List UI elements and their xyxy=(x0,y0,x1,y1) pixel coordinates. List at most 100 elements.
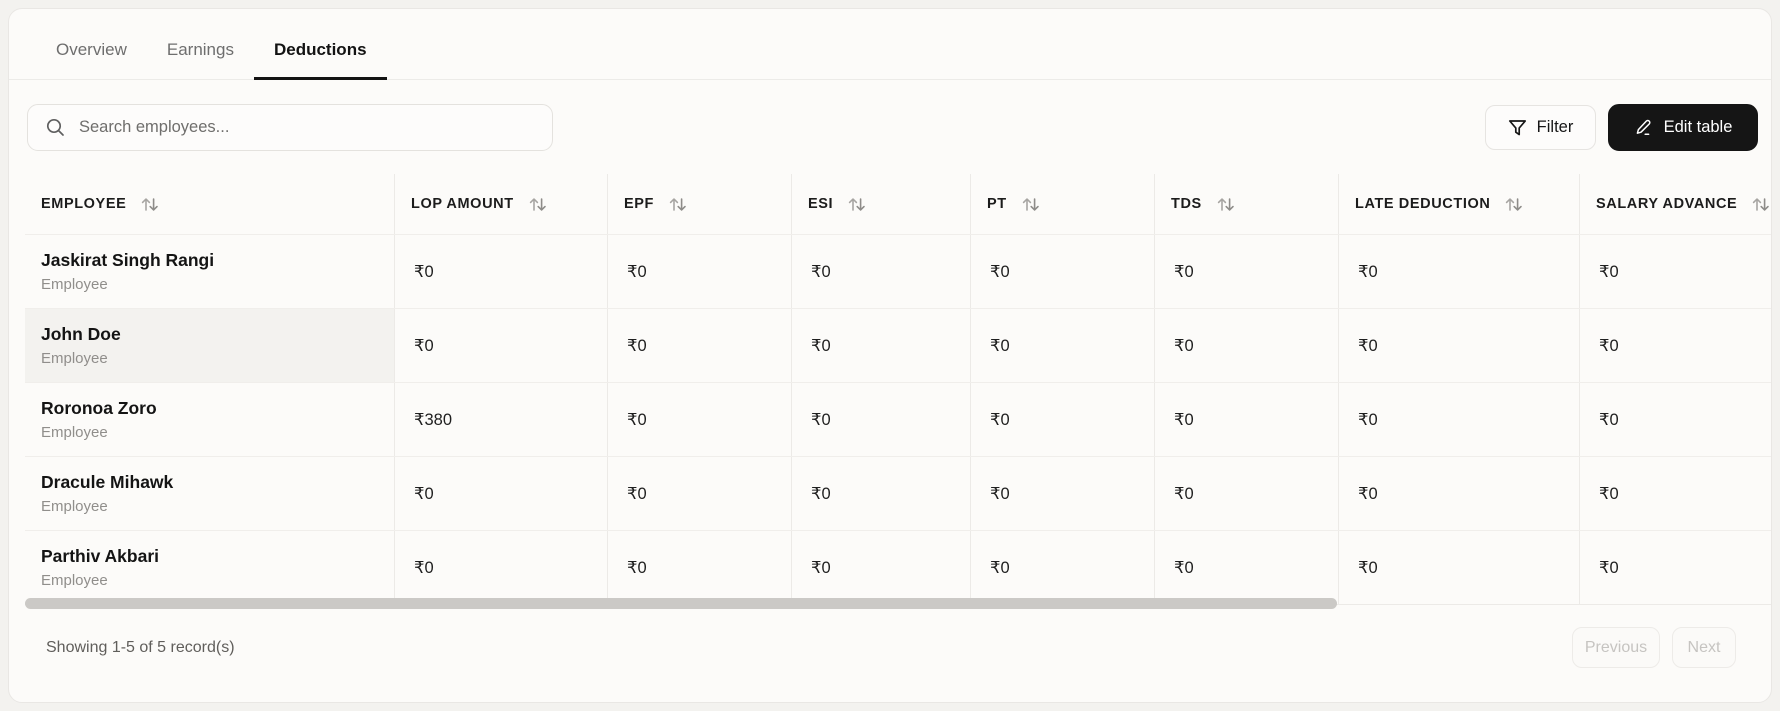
column-label: LOP AMOUNT xyxy=(411,196,514,212)
cell-late-deduction: ₹0 xyxy=(1339,383,1580,456)
cell-employee: John Doe Employee xyxy=(25,309,395,382)
table-row[interactable]: Roronoa Zoro Employee ₹380 ₹0 ₹0 ₹0 ₹0 ₹0 ₹0 xyxy=(25,382,1771,456)
search-icon xyxy=(45,117,66,138)
column-header-employee: EMPLOYEE xyxy=(25,174,395,234)
filter-icon xyxy=(1508,119,1527,137)
column-label: ESI xyxy=(808,196,834,212)
cell-salary-advance: ₹0 xyxy=(1599,336,1619,355)
cell-employee: Jaskirat Singh Rangi Employee xyxy=(25,235,395,308)
toolbar: Filter Edit table xyxy=(9,104,1771,151)
column-label: LATE DEDUCTION xyxy=(1355,196,1491,212)
cell-epf: ₹0 xyxy=(608,383,792,456)
cell-salary-advance: ₹0 xyxy=(1599,262,1619,281)
employee-role: Employee xyxy=(41,571,108,589)
column-header-tds: TDS xyxy=(1155,174,1339,234)
employee-role: Employee xyxy=(41,275,108,293)
column-label: SALARY ADVANCE xyxy=(1596,196,1738,212)
cell-employee: Roronoa Zoro Employee xyxy=(25,383,395,456)
cell-lop-amount: ₹0 xyxy=(395,531,608,604)
cell-lop-amount: ₹0 xyxy=(395,235,608,308)
sort-icon[interactable] xyxy=(1020,196,1041,213)
table-row[interactable]: Parthiv Akbari Employee ₹0 ₹0 ₹0 ₹0 ₹0 ₹0 ₹0 xyxy=(25,530,1771,604)
employee-role: Employee xyxy=(41,349,108,367)
sort-icon[interactable] xyxy=(1215,196,1236,213)
cell-tds: ₹0 xyxy=(1155,531,1339,604)
column-header-epf: EPF xyxy=(608,174,792,234)
edit-table-button[interactable]: Edit table xyxy=(1608,104,1758,151)
column-header-esi: ESI xyxy=(792,174,971,234)
cell-esi: ₹0 xyxy=(792,235,971,308)
table-header-row: EMPLOYEE LOP AMOUNT EPF ESI PT TDS LATE DEDUCT… xyxy=(25,174,1771,234)
employee-name: Roronoa Zoro xyxy=(41,397,157,418)
column-header-pt: PT xyxy=(971,174,1155,234)
table-body: Jaskirat Singh Rangi Employee ₹0 ₹0 ₹0 ₹0 ₹0 ₹0… xyxy=(25,234,1771,604)
cell-late-deduction: ₹0 xyxy=(1339,457,1580,530)
table-row[interactable]: Jaskirat Singh Rangi Employee ₹0 ₹0 ₹0 ₹0 ₹0 ₹0… xyxy=(25,234,1771,308)
cell-epf: ₹0 xyxy=(608,457,792,530)
filter-button[interactable]: Filter xyxy=(1485,105,1596,150)
cell-late-deduction: ₹0 xyxy=(1339,235,1580,308)
search-input[interactable] xyxy=(79,118,519,137)
employee-name: Parthiv Akbari xyxy=(41,545,160,566)
table-row[interactable]: Dracule Mihawk Employee ₹0 ₹0 ₹0 ₹0 ₹0 ₹0 ₹0 xyxy=(25,456,1771,530)
records-summary: Showing 1-5 of 5 record(s) xyxy=(46,638,235,656)
column-label: PT xyxy=(987,196,1007,212)
tab-deductions[interactable]: Deductions xyxy=(253,40,387,80)
sort-icon[interactable] xyxy=(846,196,867,213)
cell-pt: ₹0 xyxy=(971,531,1155,604)
horizontal-scrollbar-thumb[interactable] xyxy=(25,598,1337,609)
pagination: Previous Next xyxy=(1572,627,1736,668)
cell-pt: ₹0 xyxy=(971,457,1155,530)
search-box[interactable] xyxy=(27,104,553,151)
tab-earnings[interactable]: Earnings xyxy=(166,40,234,59)
cell-pt: ₹0 xyxy=(971,309,1155,382)
deductions-table: EMPLOYEE LOP AMOUNT EPF ESI PT TDS LATE DEDUCT… xyxy=(25,174,1771,605)
cell-tds: ₹0 xyxy=(1155,309,1339,382)
next-button[interactable]: Next xyxy=(1672,627,1736,668)
cell-epf: ₹0 xyxy=(608,531,792,604)
sort-icon[interactable] xyxy=(139,196,160,213)
sort-icon[interactable] xyxy=(527,196,548,213)
column-label: EMPLOYEE xyxy=(41,196,127,212)
horizontal-scrollbar xyxy=(25,598,1771,609)
sort-icon[interactable] xyxy=(1503,196,1524,213)
sort-icon[interactable] xyxy=(1750,196,1771,213)
filter-label: Filter xyxy=(1536,118,1574,136)
cell-esi: ₹0 xyxy=(792,309,971,382)
cell-tds: ₹0 xyxy=(1155,235,1339,308)
previous-button[interactable]: Previous xyxy=(1572,627,1660,668)
cell-salary-advance: ₹0 xyxy=(1599,484,1619,503)
cell-employee: Dracule Mihawk Employee xyxy=(25,457,395,530)
tab-overview[interactable]: Overview xyxy=(56,40,127,59)
sort-icon[interactable] xyxy=(667,196,688,213)
employee-name: John Doe xyxy=(41,323,121,344)
tab-bar: Overview Earnings Deductions xyxy=(9,9,1771,80)
employee-name: Dracule Mihawk xyxy=(41,471,174,492)
cell-pt: ₹0 xyxy=(971,383,1155,456)
cell-esi: ₹0 xyxy=(792,383,971,456)
employee-role: Employee xyxy=(41,423,108,441)
cell-late-deduction: ₹0 xyxy=(1339,531,1580,604)
column-header-lop-amount: LOP AMOUNT xyxy=(395,174,608,234)
cell-tds: ₹0 xyxy=(1155,383,1339,456)
column-header-salary-advance: SALARY ADVANCE xyxy=(1580,174,1771,234)
cell-epf: ₹0 xyxy=(608,235,792,308)
employee-role: Employee xyxy=(41,497,108,515)
cell-lop-amount: ₹0 xyxy=(395,309,608,382)
cell-salary-advance: ₹0 xyxy=(1599,558,1619,577)
cell-tds: ₹0 xyxy=(1155,457,1339,530)
cell-lop-amount: ₹380 xyxy=(395,383,608,456)
cell-pt: ₹0 xyxy=(971,235,1155,308)
cell-esi: ₹0 xyxy=(792,531,971,604)
employee-name: Jaskirat Singh Rangi xyxy=(41,249,215,270)
cell-late-deduction: ₹0 xyxy=(1339,309,1580,382)
pencil-icon xyxy=(1634,118,1653,137)
cell-epf: ₹0 xyxy=(608,309,792,382)
column-label: TDS xyxy=(1171,196,1202,212)
cell-salary-advance: ₹0 xyxy=(1599,410,1619,429)
payroll-card: Overview Earnings Deductions Filter xyxy=(8,8,1772,703)
edit-table-label: Edit table xyxy=(1663,118,1733,136)
cell-lop-amount: ₹0 xyxy=(395,457,608,530)
table-row[interactable]: John Doe Employee ₹0 ₹0 ₹0 ₹0 ₹0 ₹0 ₹0 xyxy=(25,308,1771,382)
cell-employee: Parthiv Akbari Employee xyxy=(25,531,395,604)
